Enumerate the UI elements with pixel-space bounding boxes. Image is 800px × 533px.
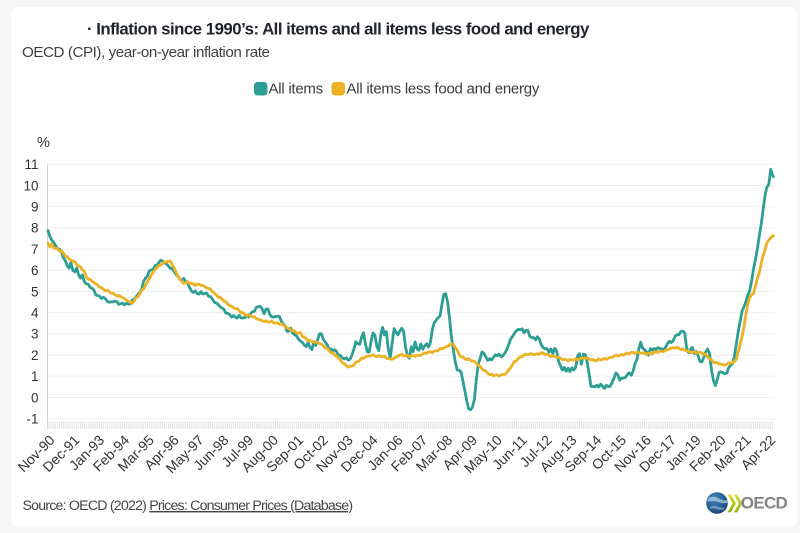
svg-text:%: % [37,135,50,151]
svg-text:10: 10 [23,178,38,193]
svg-text:8: 8 [31,221,39,236]
svg-text:OECD (CPI), year-on-year infla: OECD (CPI), year-on-year inflation rate [22,44,269,61]
svg-text:All items less food and energy: All items less food and energy [347,81,540,98]
svg-text:9: 9 [31,200,39,215]
svg-text:5: 5 [31,284,39,299]
svg-text:OECD: OECD [741,494,788,513]
svg-text:All items: All items [269,81,323,98]
svg-text:-1: -1 [26,412,38,427]
svg-text:4: 4 [31,306,39,321]
svg-text:7: 7 [31,242,39,257]
svg-text:0: 0 [31,390,39,405]
svg-text:2: 2 [31,348,39,363]
svg-text:11: 11 [24,157,38,172]
svg-text:3: 3 [31,327,39,342]
svg-text:· Inflation since 1990’s: All: · Inflation since 1990’s: All items and … [87,20,590,39]
svg-text:1: 1 [31,369,39,384]
svg-text:Source: OECD (2022) Prices: Co: Source: OECD (2022) Prices: Consumer Pri… [23,498,353,514]
svg-text:6: 6 [31,263,39,278]
